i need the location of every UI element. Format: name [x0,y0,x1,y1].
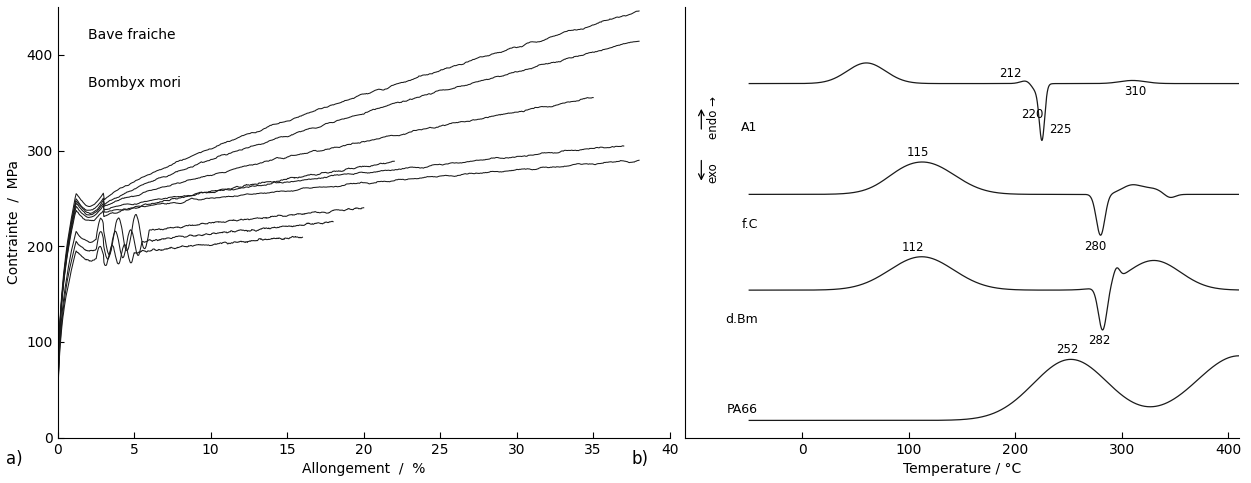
Text: b): b) [632,450,649,468]
Text: 115: 115 [907,146,929,158]
Text: PA66: PA66 [727,403,758,416]
Text: A1: A1 [742,121,758,134]
Text: 212: 212 [1000,67,1022,80]
Text: 220: 220 [1021,108,1043,121]
Text: 112: 112 [902,241,924,254]
Text: 310: 310 [1123,85,1146,98]
X-axis label: Temperature / °C: Temperature / °C [903,462,1021,476]
Text: f.C: f.C [742,218,758,231]
Text: d.Bm: d.Bm [726,313,758,326]
Text: 252: 252 [1056,343,1078,356]
Text: a): a) [6,450,23,468]
Text: 282: 282 [1088,334,1110,347]
Text: 280: 280 [1085,240,1107,253]
Text: endo →: endo → [707,96,719,139]
Y-axis label: Contrainte  /  MPa: Contrainte / MPa [8,160,21,284]
Text: 225: 225 [1050,123,1072,136]
Text: exo: exo [707,162,719,183]
Text: Bombyx mori: Bombyx mori [89,76,181,90]
X-axis label: Allongement  /  %: Allongement / % [301,462,425,476]
Text: Bave fraiche: Bave fraiche [89,28,176,43]
